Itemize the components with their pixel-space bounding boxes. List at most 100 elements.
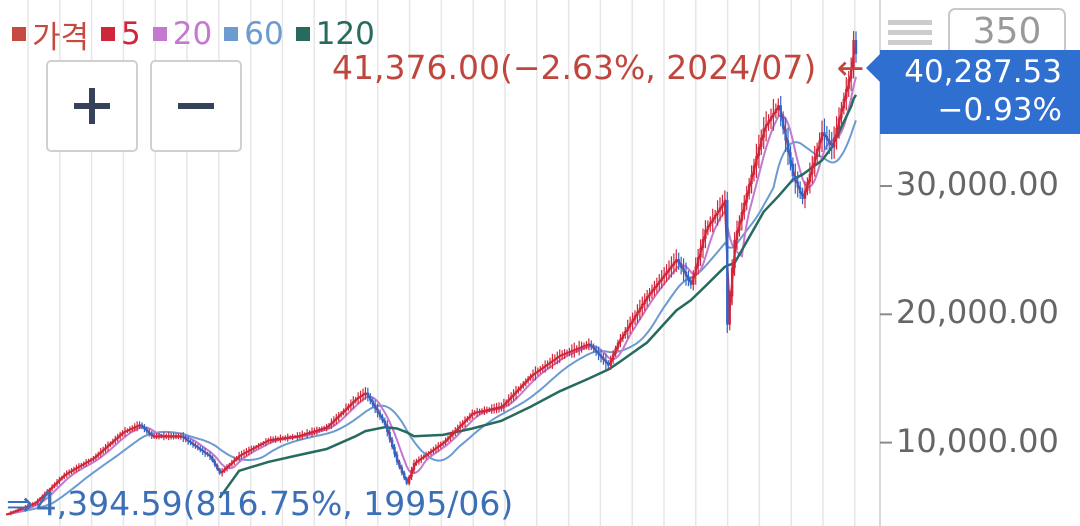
legend-label-price: 가격 [32, 19, 90, 56]
candle-body [684, 271, 688, 277]
candle-body [692, 275, 695, 285]
candle-body [495, 407, 498, 410]
candle-body [801, 193, 804, 199]
candle-body [7, 513, 10, 516]
candle-body [514, 391, 518, 394]
candle-body [675, 259, 678, 263]
candle-body [466, 418, 469, 421]
period-input[interactable]: 350 [948, 8, 1066, 56]
candle-body [808, 173, 812, 183]
zoom-in-button[interactable] [46, 60, 138, 152]
candle-body [815, 148, 819, 158]
candle-body [604, 360, 608, 363]
candle-body [738, 221, 741, 231]
candle-body [364, 392, 367, 395]
candle-body [726, 200, 729, 325]
candle-body [485, 409, 489, 412]
candle-body [607, 362, 610, 366]
candle-body [577, 347, 581, 350]
candle-body [633, 315, 637, 320]
candle-body [352, 401, 355, 404]
candle-body [388, 432, 391, 440]
candle-body [155, 436, 158, 438]
candle-body [480, 410, 484, 413]
candle-body [288, 437, 292, 439]
candle-body [529, 375, 532, 379]
candle-body [174, 436, 178, 438]
candle-body [327, 424, 331, 428]
candle-body [305, 433, 309, 435]
candle-body [347, 406, 350, 409]
candle-body [271, 439, 275, 441]
candle-body [478, 411, 481, 413]
candle-body [390, 439, 394, 447]
candle-body [33, 502, 37, 505]
candle-body [26, 505, 30, 508]
candle-body [563, 353, 566, 355]
candle-body [240, 454, 243, 456]
candle-body [599, 354, 603, 358]
low-price-annotation: ⇒4,394.59(816.75%, 1995/06) [6, 484, 513, 523]
candle-body [165, 436, 168, 438]
y-tick-label: 20,000.00 [896, 293, 1059, 332]
candle-body [825, 135, 829, 140]
candle-body [597, 352, 600, 355]
menu-icon[interactable] [888, 20, 932, 56]
candle-body [519, 386, 523, 389]
candle-body [789, 152, 792, 165]
legend-swatch-ma5 [101, 27, 116, 41]
candle-body [658, 280, 661, 284]
candle-body [473, 412, 476, 415]
candle-body [427, 452, 430, 455]
candle-body [162, 436, 166, 438]
candle-body [760, 137, 763, 147]
candle-body [735, 230, 739, 240]
candle-body [14, 510, 17, 513]
candle-body [774, 109, 778, 113]
candle-body [631, 319, 634, 324]
candle-body [524, 381, 527, 384]
candle-body [840, 108, 843, 119]
candle-body [667, 268, 671, 272]
candle-body [111, 440, 115, 444]
candle-body [750, 174, 753, 185]
candle-body [50, 486, 54, 489]
candle-body [772, 112, 775, 117]
candle-body [230, 462, 234, 465]
candle-body [60, 477, 64, 480]
candle-body [381, 416, 384, 421]
candle-body [609, 359, 612, 366]
candle-body [539, 369, 542, 371]
legend-label-ma5: 5 [121, 16, 141, 52]
candle-body [492, 408, 496, 410]
candle-body [24, 506, 27, 509]
candle-body [344, 408, 348, 411]
candle-body [38, 498, 42, 501]
candle-body [264, 441, 268, 443]
legend-item-ma20: 20 [152, 16, 212, 52]
candle-body [611, 354, 615, 360]
candle-body [407, 476, 411, 484]
candle-body [502, 404, 506, 407]
candle-body [206, 453, 209, 456]
legend-label-ma60: 60 [244, 16, 284, 52]
zoom-out-button[interactable] [150, 60, 242, 152]
candle-body [167, 436, 170, 438]
candle-body [400, 467, 404, 473]
candle-body [534, 372, 537, 375]
candle-body [199, 448, 202, 450]
candle-body [359, 395, 362, 398]
candle-body [94, 455, 98, 459]
candle-body [638, 307, 642, 312]
candle-body [854, 40, 858, 55]
candle-body [806, 182, 809, 191]
candle-body [373, 404, 377, 409]
candle-body [128, 429, 132, 431]
candle-body [31, 503, 34, 506]
candle-body [429, 451, 433, 453]
candle-body [48, 488, 51, 492]
candle-body [781, 116, 785, 129]
high-price-annotation: 41,376.00(−2.63%, 2024/07) ← [332, 48, 864, 87]
candle-body [332, 420, 336, 423]
candle-body [386, 424, 389, 433]
